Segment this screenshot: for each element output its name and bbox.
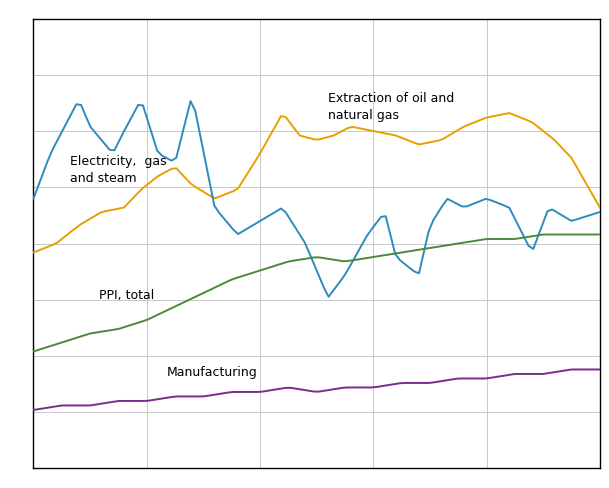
Text: PPI, total: PPI, total: [99, 289, 154, 302]
Text: Manufacturing: Manufacturing: [167, 365, 258, 378]
Text: Extraction of oil and
natural gas: Extraction of oil and natural gas: [328, 91, 454, 122]
Text: Electricity,  gas
and steam: Electricity, gas and steam: [70, 154, 167, 184]
